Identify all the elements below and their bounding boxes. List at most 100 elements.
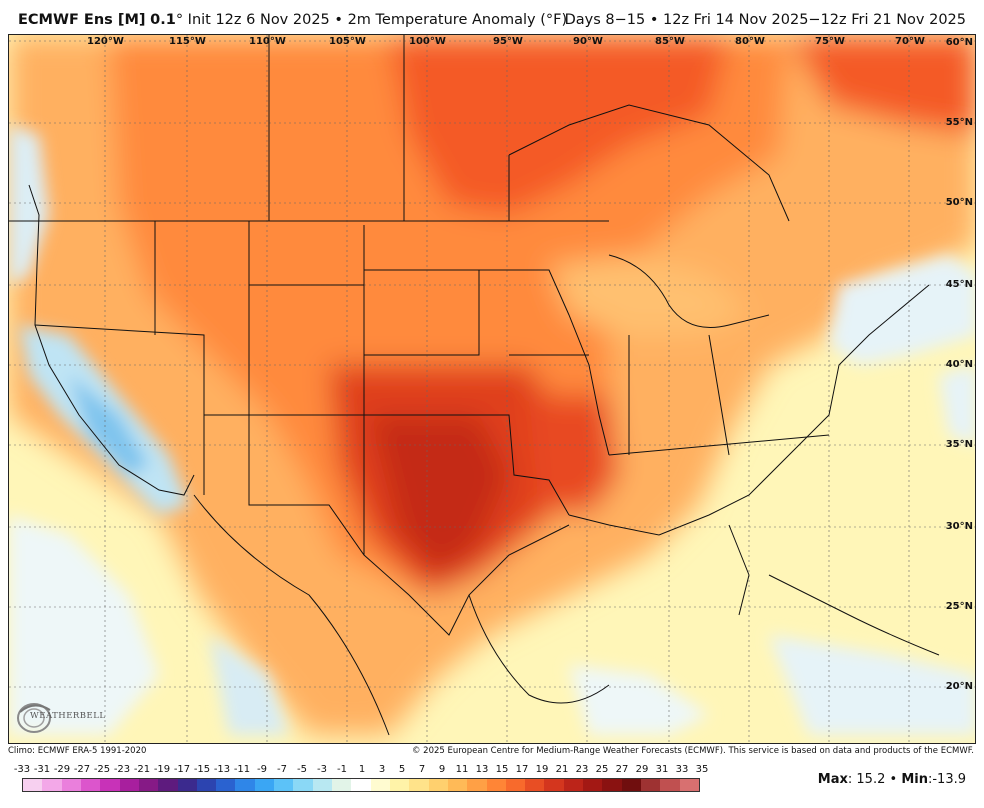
min-label: Min: [901, 772, 928, 787]
colorbar-segment: [389, 779, 410, 791]
colorbar-segment: [563, 779, 584, 791]
colorbar-segment: [42, 779, 62, 791]
lon-label-80w: 80°W: [735, 36, 765, 47]
colorbar-segment: [602, 779, 622, 791]
legend-tick-label: 9: [438, 764, 446, 775]
lat-label-30n: 30°N: [945, 521, 973, 532]
legend-tick-label: 15: [495, 764, 509, 775]
legend-tick-label: 25: [595, 764, 609, 775]
colorbar-segment: [312, 779, 332, 791]
max-value: 15.2: [856, 772, 886, 787]
colorbar-segment: [61, 779, 81, 791]
colorbar-segment: [679, 779, 699, 791]
colorbar-segment: [409, 779, 429, 791]
legend-tick-label: -27: [73, 764, 91, 775]
legend-tick-label: 27: [615, 764, 629, 775]
weatherbell-logo-icon: [17, 703, 51, 733]
lon-label-85w: 85°W: [655, 36, 685, 47]
legend-tick-label: -23: [113, 764, 131, 775]
colorbar-segment: [660, 779, 680, 791]
colorbar-segment: [332, 779, 352, 791]
lon-label-115w: 115°W: [169, 36, 206, 47]
lat-label-50n: 50°N: [945, 197, 973, 208]
legend-tick-label: -9: [257, 764, 267, 775]
lon-label-75w: 75°W: [815, 36, 845, 47]
lon-label-110w: 110°W: [249, 36, 286, 47]
legend-tick-label: 33: [675, 764, 689, 775]
colorbar-segment: [293, 779, 313, 791]
legend-tick-label: -7: [277, 764, 287, 775]
graticule: [9, 35, 975, 743]
colorbar-segment: [467, 779, 487, 791]
colorbar-segment: [235, 779, 255, 791]
lon-label-70w: 70°W: [895, 36, 925, 47]
legend-tick-label: 17: [515, 764, 529, 775]
legend-colorbar: [22, 778, 700, 792]
legend-tick-label: 35: [695, 764, 709, 775]
field-name: 2m Temperature Anomaly (°F): [347, 12, 568, 28]
colorbar-segment: [428, 779, 448, 791]
legend-tick-labels: -33 -31 -29 -27 -25 -23 -21 -19 -17 -15 -13 -11 -9 -7…: [13, 764, 709, 776]
colorbar-segment: [621, 779, 641, 791]
legend-tick-label: -5: [297, 764, 307, 775]
political-boundaries: [9, 35, 940, 736]
map-canvas: [9, 35, 975, 743]
lat-label-20n: 20°N: [945, 681, 973, 692]
lat-label-40n: 40°N: [945, 359, 973, 370]
colorbar-segment: [100, 779, 120, 791]
lat-label-55n: 55°N: [945, 117, 973, 128]
lat-label-45n: 45°N: [945, 279, 973, 290]
legend-tick-label: 7: [418, 764, 426, 775]
period-days: Days 8−15: [564, 12, 646, 28]
title-separator: •: [334, 12, 343, 28]
legend-tick-label: -25: [93, 764, 111, 775]
logo-text: WEATHERBELL: [30, 711, 106, 721]
colorbar-segment: [525, 779, 545, 791]
max-label: Max: [817, 772, 848, 787]
legend-tick-label: 21: [555, 764, 569, 775]
colorbar-segment: [486, 779, 506, 791]
colorbar-segment: [447, 779, 468, 791]
colorbar-segment: [505, 779, 526, 791]
legend-tick-label: -31: [33, 764, 51, 775]
legend-tick-label: 5: [398, 764, 406, 775]
legend-tick-label: -17: [173, 764, 191, 775]
colorbar-segment: [138, 779, 159, 791]
legend-tick-label: -11: [233, 764, 251, 775]
min-value: -13.9: [932, 772, 966, 787]
model-resolution: 0.1: [150, 12, 176, 28]
legend-tick-label: -3: [317, 764, 327, 775]
legend-tick-label: -15: [193, 764, 211, 775]
legend-tick-label: 31: [655, 764, 669, 775]
colorbar-segment: [274, 779, 294, 791]
colorbar-segment: [370, 779, 390, 791]
colorbar-segment: [254, 779, 275, 791]
legend-tick-label: 1: [358, 764, 366, 775]
lon-label-105w: 105°W: [329, 36, 366, 47]
header: ECMWF Ens [M] 0.1° Init 12z 6 Nov 2025 •…: [0, 0, 984, 34]
legend-tick-label: -1: [337, 764, 347, 775]
init-time: Init 12z 6 Nov 2025: [187, 12, 330, 28]
legend-tick-label: -33: [13, 764, 31, 775]
period-range: 12z Fri 14 Nov 2025−12z Fri 21 Nov 2025: [663, 12, 966, 28]
colorbar-segment: [177, 779, 197, 791]
colorbar-segment: [196, 779, 217, 791]
legend-tick-label: 19: [535, 764, 549, 775]
max-min-separator: •: [889, 772, 898, 787]
colorbar-segment: [80, 779, 101, 791]
legend-tick-label: -19: [153, 764, 171, 775]
legend-tick-label: 13: [475, 764, 489, 775]
anomaly-map: 120°W 115°W 110°W 105°W 100°W 95°W 90°W …: [8, 34, 976, 744]
lon-label-100w: 100°W: [409, 36, 446, 47]
lon-label-120w: 120°W: [87, 36, 124, 47]
lat-label-60n: 60°N: [945, 37, 973, 48]
map-title: ECMWF Ens [M] 0.1° Init 12z 6 Nov 2025 •…: [18, 12, 567, 28]
colorbar-segment: [351, 779, 371, 791]
colorbar-segment: [23, 779, 43, 791]
colorbar-segment: [119, 779, 139, 791]
climo-note: Climo: ECMWF ERA-5 1991-2020: [8, 746, 147, 756]
lon-label-95w: 95°W: [493, 36, 523, 47]
cool-anomalies: [9, 125, 975, 735]
lat-label-35n: 35°N: [945, 439, 973, 450]
colorbar-segment: [158, 779, 178, 791]
